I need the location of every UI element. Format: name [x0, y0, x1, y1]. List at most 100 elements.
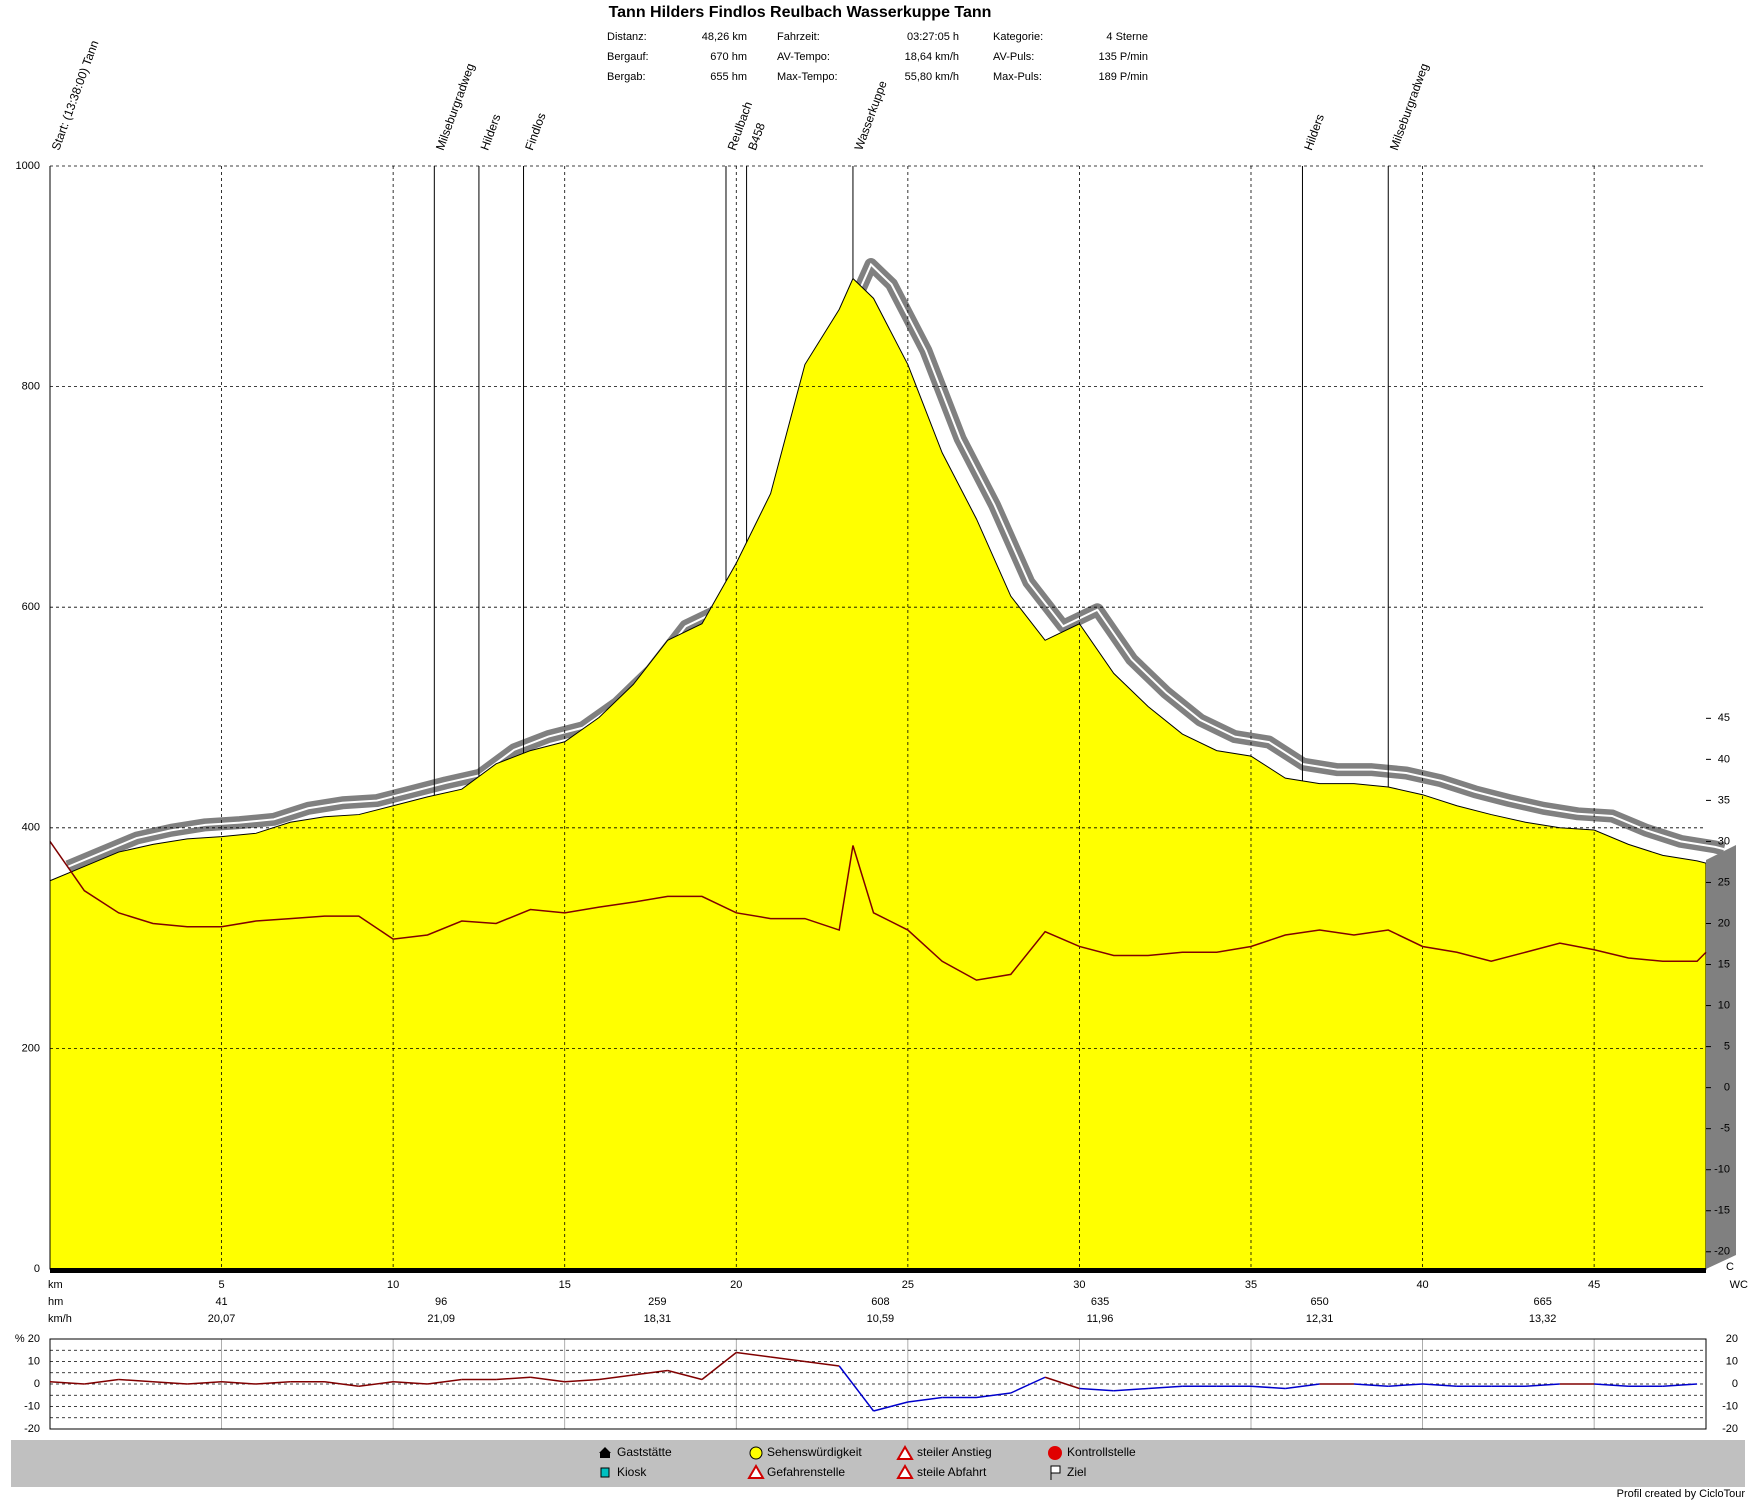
- y-tick-label: 10: [28, 1355, 40, 1367]
- y-tick-label: 800: [22, 381, 40, 393]
- y-tick-label: 200: [22, 1042, 40, 1054]
- gradient-segment: [152, 1381, 188, 1385]
- waypoint-label: Wasserkuppe: [852, 78, 890, 152]
- footer: Profil created by CicloTour: [1617, 1488, 1746, 1500]
- y-tick-label: 600: [22, 601, 40, 613]
- y2-tick-label: 45: [1718, 712, 1730, 724]
- y-tick-label: 0: [34, 1378, 40, 1390]
- stat-label: Distanz:: [607, 31, 647, 43]
- gradient-segment: [324, 1381, 359, 1387]
- y-tick-label: -20: [24, 1423, 40, 1435]
- speed-line: [49, 840, 1707, 981]
- waypoint-label: Milseburgradweg: [1387, 61, 1431, 152]
- summary-value: 13,32: [1529, 1313, 1557, 1325]
- elevation-ribbon-line: [67, 262, 1725, 868]
- x-tick-label: 40: [1416, 1279, 1428, 1291]
- legend-icon: [749, 1446, 763, 1460]
- gradient-segment: [736, 1351, 771, 1358]
- y-tick-label: 0: [34, 1263, 40, 1275]
- y2-tick-label: 10: [1726, 1355, 1738, 1367]
- x-tick-label: 20: [730, 1279, 742, 1291]
- stat-value: 670 hm: [710, 51, 747, 63]
- waypoint-label: Start: (13:38:00) Tann: [49, 38, 102, 152]
- y2-tick-label: 20: [1726, 1333, 1738, 1345]
- summary-value: 11,96: [1087, 1313, 1114, 1325]
- x-tick-label: 25: [902, 1279, 914, 1291]
- waypoint-label: Milseburgradweg: [433, 61, 477, 152]
- y-tick-label: -10: [24, 1400, 40, 1412]
- legend-label: steile Abfahrt: [917, 1465, 987, 1479]
- gradient-segment: [701, 1351, 737, 1381]
- stat-label: Bergauf:: [607, 51, 649, 63]
- gradient-segment: [1388, 1383, 1423, 1387]
- stat-value: 4 Sterne: [1106, 31, 1148, 43]
- stat-value: 03:27:05 h: [907, 31, 959, 43]
- gradient-segment: [873, 1401, 909, 1412]
- corner-label: C: [1726, 1261, 1734, 1273]
- legend-label: Kiosk: [617, 1465, 647, 1479]
- gradient-segment: [49, 1381, 85, 1385]
- y2-tick-label: 30: [1718, 835, 1730, 847]
- y2-tick-label: 10: [1718, 999, 1730, 1011]
- y2-tick-label: 20: [1718, 917, 1730, 929]
- summary-value: 635: [1091, 1296, 1109, 1308]
- x-tick-label: 15: [559, 1279, 571, 1291]
- corner-label: WC: [1730, 1279, 1748, 1291]
- gradient-segment: [358, 1381, 394, 1387]
- x-tick-label: 30: [1073, 1279, 1085, 1291]
- summary-value: 650: [1310, 1296, 1328, 1308]
- stat-value: 18,64 km/h: [905, 51, 959, 63]
- gradient-segment: [496, 1376, 531, 1381]
- gradient-segment: [838, 1365, 875, 1412]
- gradient-segment: [1148, 1385, 1183, 1390]
- y-tick-label: 1000: [16, 160, 40, 172]
- y2-tick-label: 0: [1732, 1378, 1738, 1390]
- summary-value: 259: [648, 1296, 666, 1308]
- waypoint-label: Hilders: [478, 112, 504, 152]
- gradient-segment: [118, 1378, 153, 1383]
- legend-icon: [747, 1464, 765, 1479]
- y2-tick-label: -10: [1722, 1400, 1738, 1412]
- gradient-segment: [1010, 1376, 1046, 1394]
- gradient-segment: [221, 1381, 256, 1385]
- stat-label: Fahrzeit:: [777, 31, 820, 43]
- gradient-segment: [393, 1381, 428, 1385]
- y2-tick-label: 35: [1718, 794, 1730, 806]
- legend-label: steiler Anstieg: [917, 1445, 992, 1459]
- legend-icon: [1048, 1446, 1062, 1460]
- row-label: km/h: [48, 1313, 72, 1325]
- gradient-segment: [530, 1376, 565, 1383]
- summary-value: 96: [435, 1296, 447, 1308]
- waypoint-label: B458: [745, 121, 768, 152]
- legend-label: Gaststätte: [617, 1445, 672, 1459]
- y2-tick-label: -15: [1714, 1205, 1730, 1217]
- y-tick-label: 400: [22, 822, 40, 834]
- gradient-segment: [976, 1392, 1011, 1399]
- stat-label: Max-Puls:: [993, 71, 1042, 83]
- y2-tick-label: -5: [1720, 1123, 1730, 1135]
- stat-value: 55,80 km/h: [905, 71, 959, 83]
- gradient-segment: [598, 1374, 634, 1381]
- y2-tick-label: 40: [1718, 753, 1730, 765]
- x-tick-label: 10: [387, 1279, 399, 1291]
- stat-value: 189 P/min: [1098, 71, 1148, 83]
- legend-label: Ziel: [1067, 1465, 1086, 1479]
- summary-value: 18,31: [644, 1313, 672, 1325]
- gradient-segment: [1353, 1383, 1389, 1387]
- gradient-segment: [667, 1369, 703, 1381]
- gradient-segment: [187, 1381, 222, 1385]
- y2-tick-label: 0: [1724, 1082, 1730, 1094]
- legend-label: Gefahrenstelle: [767, 1465, 845, 1479]
- x-axis: [50, 1268, 1706, 1273]
- gradient-segment: [1422, 1383, 1457, 1387]
- summary-value: 12,31: [1306, 1313, 1334, 1325]
- stat-value: 655 hm: [710, 71, 747, 83]
- gradient-segment: [1044, 1376, 1080, 1390]
- legend-label: Kontrollstelle: [1067, 1445, 1136, 1459]
- summary-value: 10,59: [867, 1313, 895, 1325]
- x-tick-label: 45: [1588, 1279, 1600, 1291]
- stat-label: AV-Tempo:: [777, 51, 830, 63]
- summary-value: 41: [215, 1296, 227, 1308]
- summary-value: 21,09: [427, 1313, 455, 1325]
